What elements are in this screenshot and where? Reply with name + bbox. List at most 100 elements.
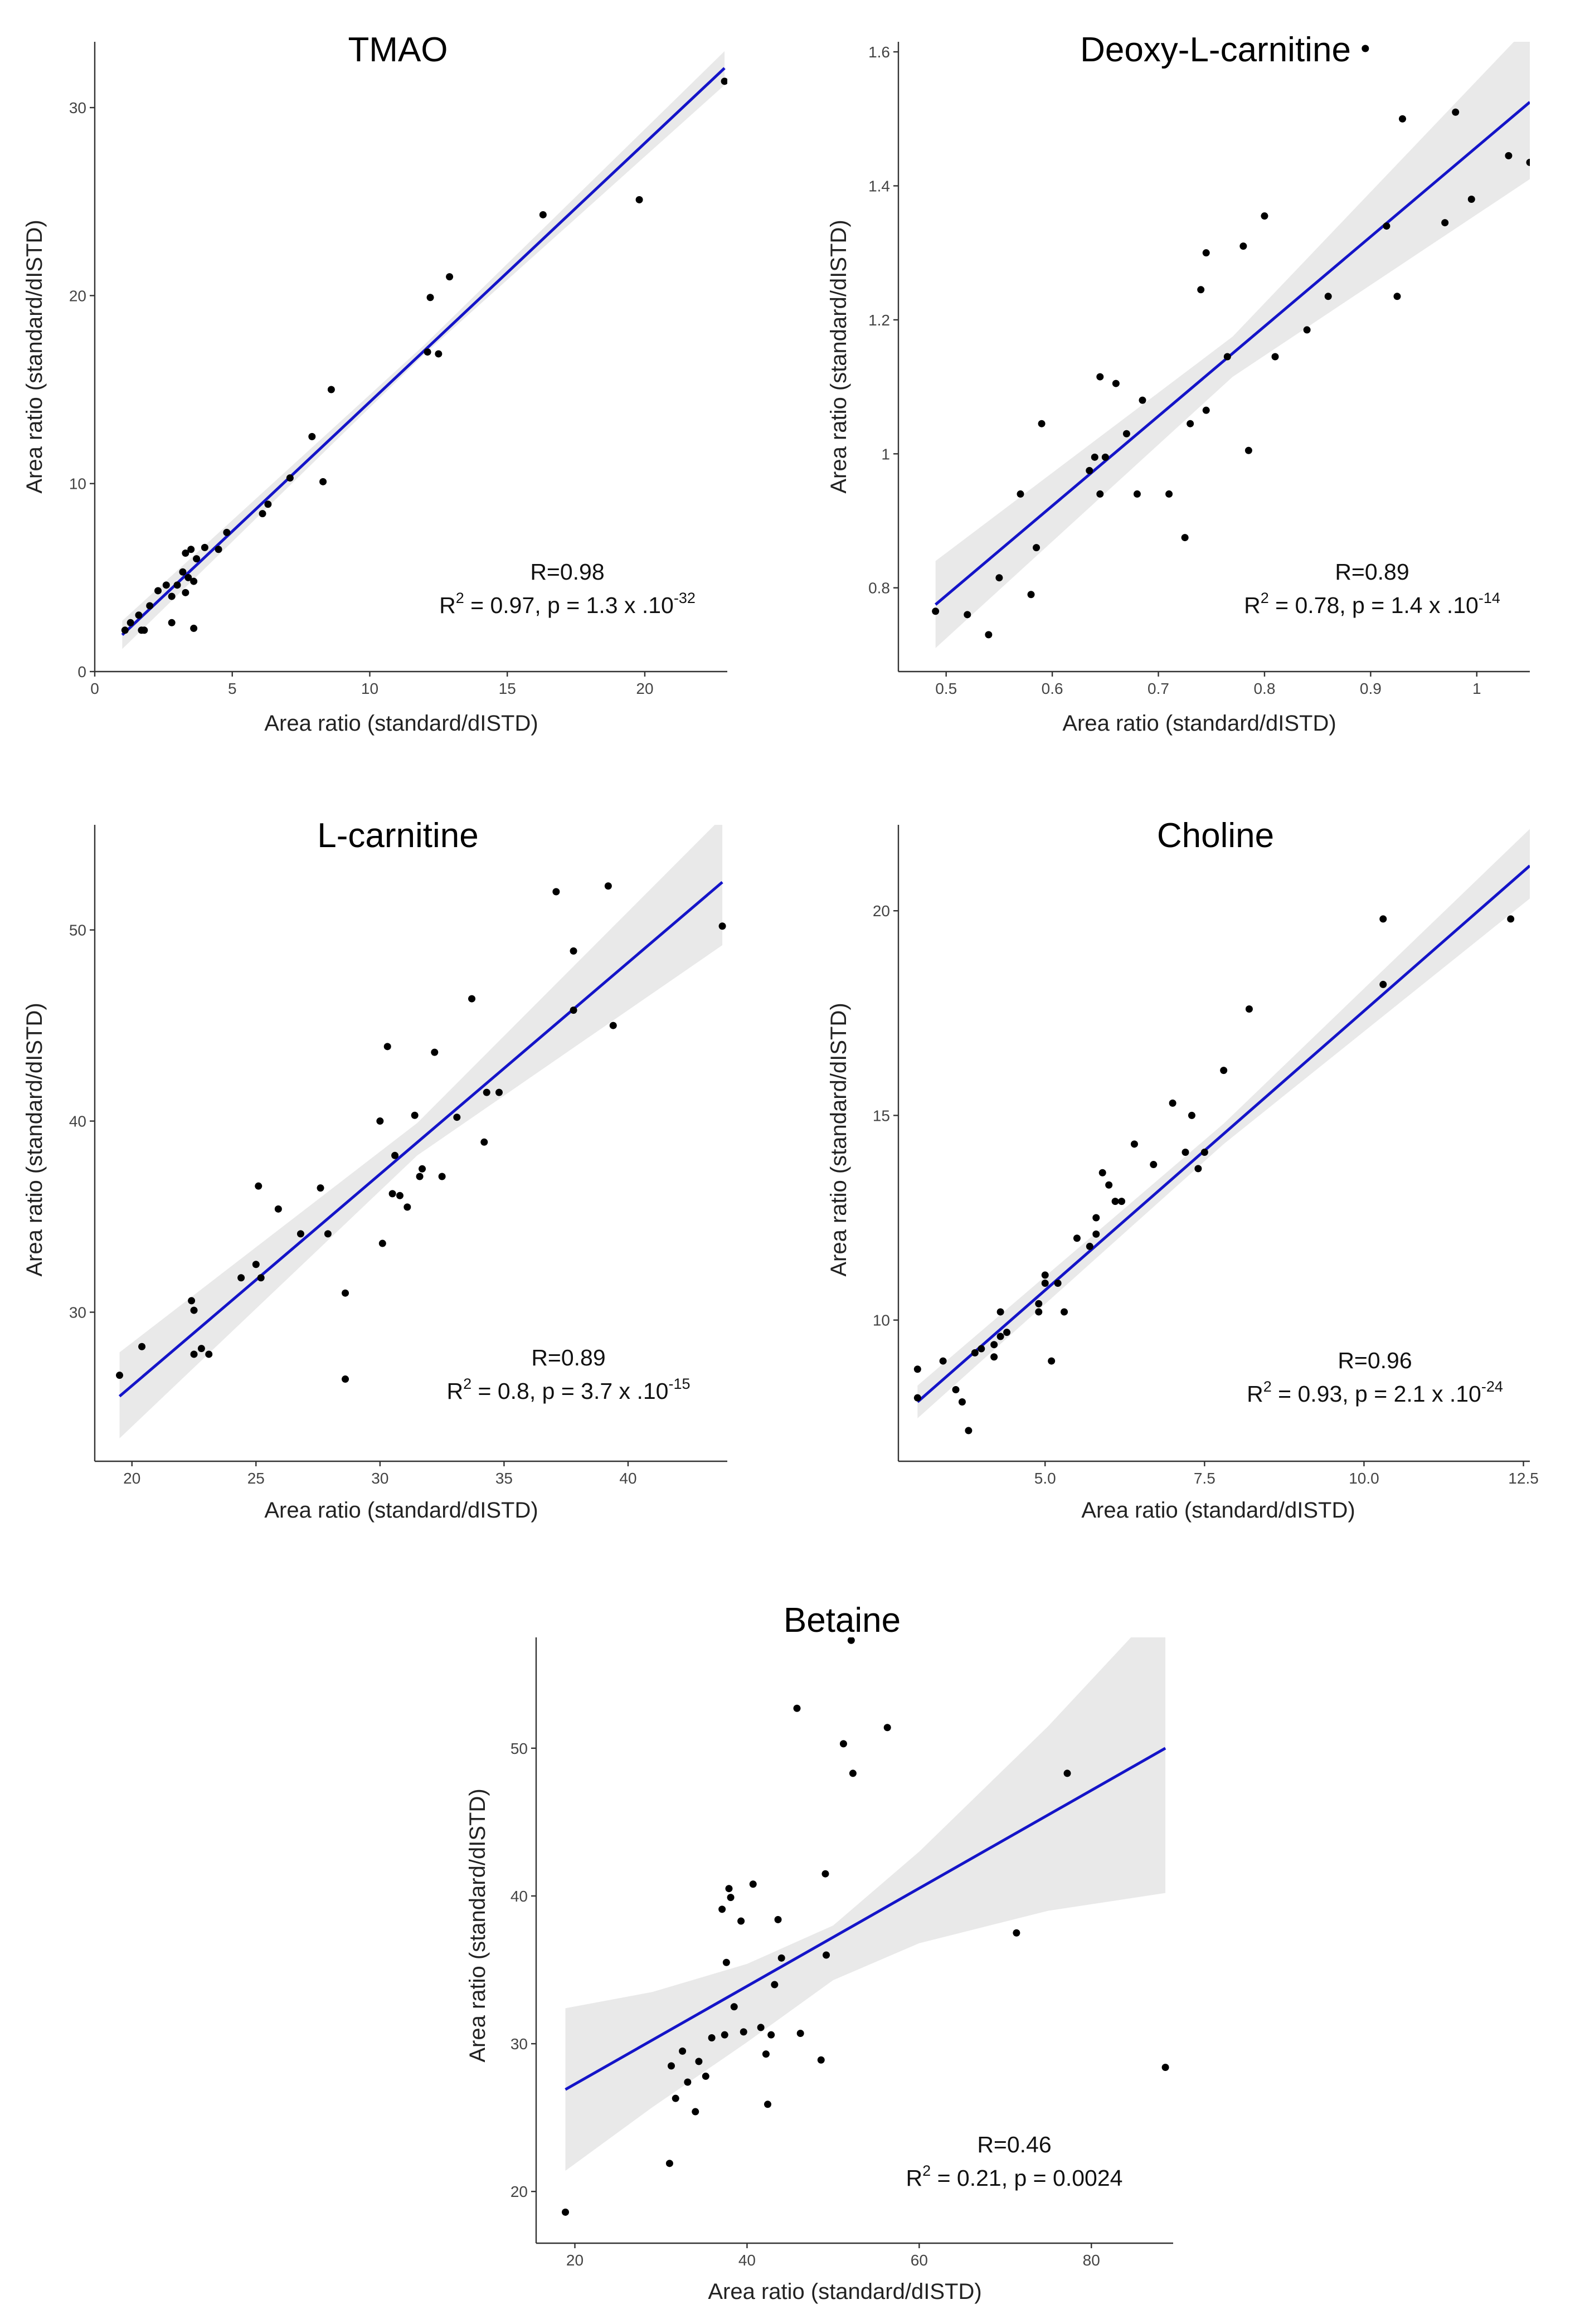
x-tick-label: 0.6: [1042, 680, 1063, 697]
annotation-r: R=0.98: [530, 559, 604, 585]
data-point: [468, 995, 476, 1003]
data-point: [1245, 1005, 1253, 1013]
data-point: [793, 1704, 801, 1712]
data-point: [718, 1905, 726, 1913]
data-point: [215, 546, 222, 553]
data-point: [188, 1297, 196, 1305]
data-point: [1133, 490, 1141, 498]
data-point: [1098, 1169, 1106, 1176]
x-tick-label: 0: [90, 680, 99, 697]
data-point: [823, 1951, 830, 1959]
annotation-r2-p: R2 = 0.93, p = 2.1 x .10-24: [1247, 1378, 1503, 1407]
data-point: [154, 587, 162, 595]
data-point: [480, 1138, 488, 1146]
data-point: [604, 882, 612, 890]
data-point: [1054, 1280, 1062, 1287]
data-point: [1393, 293, 1401, 300]
data-point: [932, 607, 940, 615]
data-point: [324, 1230, 332, 1238]
data-point: [259, 510, 266, 518]
data-point: [424, 348, 431, 356]
y-tick-label: 15: [873, 1107, 890, 1124]
data-point: [1362, 45, 1369, 52]
data-point: [1271, 353, 1279, 361]
chart-title: Deoxy-L-carnitine: [1080, 31, 1351, 69]
data-point: [952, 1385, 960, 1393]
data-point: [403, 1203, 411, 1211]
data-point: [635, 196, 643, 203]
data-point: [376, 1117, 384, 1125]
data-point: [849, 1769, 857, 1777]
data-point: [749, 1880, 757, 1888]
y-tick-label: 40: [69, 1113, 86, 1130]
data-point: [1096, 373, 1104, 381]
data-point: [1017, 490, 1024, 498]
data-point: [197, 1345, 205, 1353]
y-tick-label: 50: [69, 922, 86, 939]
data-point: [913, 1394, 921, 1402]
x-tick-label: 12.5: [1508, 1470, 1539, 1487]
data-point: [146, 602, 154, 610]
data-point: [1507, 915, 1515, 923]
plot-area: [562, 1637, 1169, 2216]
data-point: [1092, 1230, 1100, 1238]
x-tick-label: 40: [619, 1470, 636, 1487]
data-point: [1202, 249, 1210, 257]
data-point: [453, 1114, 461, 1121]
data-point: [1035, 1308, 1043, 1316]
y-tick-label: 30: [69, 99, 86, 116]
data-point: [730, 2003, 738, 2011]
data-point: [182, 549, 189, 557]
y-tick-label: 10: [69, 475, 86, 493]
data-point: [883, 1724, 891, 1732]
data-point: [193, 555, 201, 563]
data-point: [695, 2058, 703, 2065]
annotation-r2-text: = 0.8, p = 3.7 x .10: [471, 1378, 668, 1404]
data-point: [990, 1341, 998, 1349]
data-point: [495, 1088, 503, 1096]
y-tick-label: 20: [69, 287, 86, 304]
data-point: [388, 1190, 396, 1198]
y-tick-label: 0: [77, 663, 86, 680]
data-point: [762, 2050, 770, 2058]
x-tick-label: 0.8: [1253, 680, 1275, 697]
data-point: [774, 1915, 782, 1923]
annotation-r2-text: = 0.21, p = 0.0024: [931, 2165, 1122, 2191]
data-point: [127, 619, 134, 626]
data-point: [767, 2031, 775, 2039]
x-axis-label: Area ratio (standard/dISTD): [264, 1498, 538, 1523]
data-point: [740, 2028, 747, 2036]
data-point: [995, 574, 1003, 582]
data-point: [1526, 158, 1530, 166]
annotation-p-exponent: -14: [1479, 590, 1500, 606]
data-point: [562, 2208, 570, 2216]
data-point: [847, 1637, 855, 1644]
data-point: [939, 1357, 947, 1365]
data-point: [257, 1274, 265, 1282]
data-point: [1197, 286, 1205, 294]
x-tick-label: 35: [495, 1470, 513, 1487]
data-point: [1035, 1300, 1043, 1307]
y-axis-label: Area ratio (standard/dISTD): [826, 1003, 851, 1276]
data-point: [1041, 1271, 1049, 1279]
data-point: [1505, 152, 1513, 159]
data-point: [718, 922, 726, 930]
data-point: [1261, 212, 1268, 220]
data-point: [168, 592, 176, 600]
data-point: [168, 619, 176, 626]
data-point: [1161, 2064, 1169, 2072]
data-point: [383, 1043, 391, 1051]
x-tick-label: 10.0: [1349, 1470, 1379, 1487]
plot-area: [116, 825, 726, 1438]
data-point: [1181, 534, 1189, 542]
data-point: [116, 1372, 124, 1379]
y-tick-label: 20: [873, 902, 890, 920]
confidence-band: [917, 829, 1530, 1418]
data-point: [264, 500, 272, 508]
data-point: [1041, 1280, 1049, 1287]
data-point: [1038, 420, 1046, 427]
data-point: [1111, 1198, 1119, 1205]
data-point: [1244, 446, 1252, 454]
data-point: [725, 1885, 733, 1893]
data-point: [201, 543, 208, 551]
